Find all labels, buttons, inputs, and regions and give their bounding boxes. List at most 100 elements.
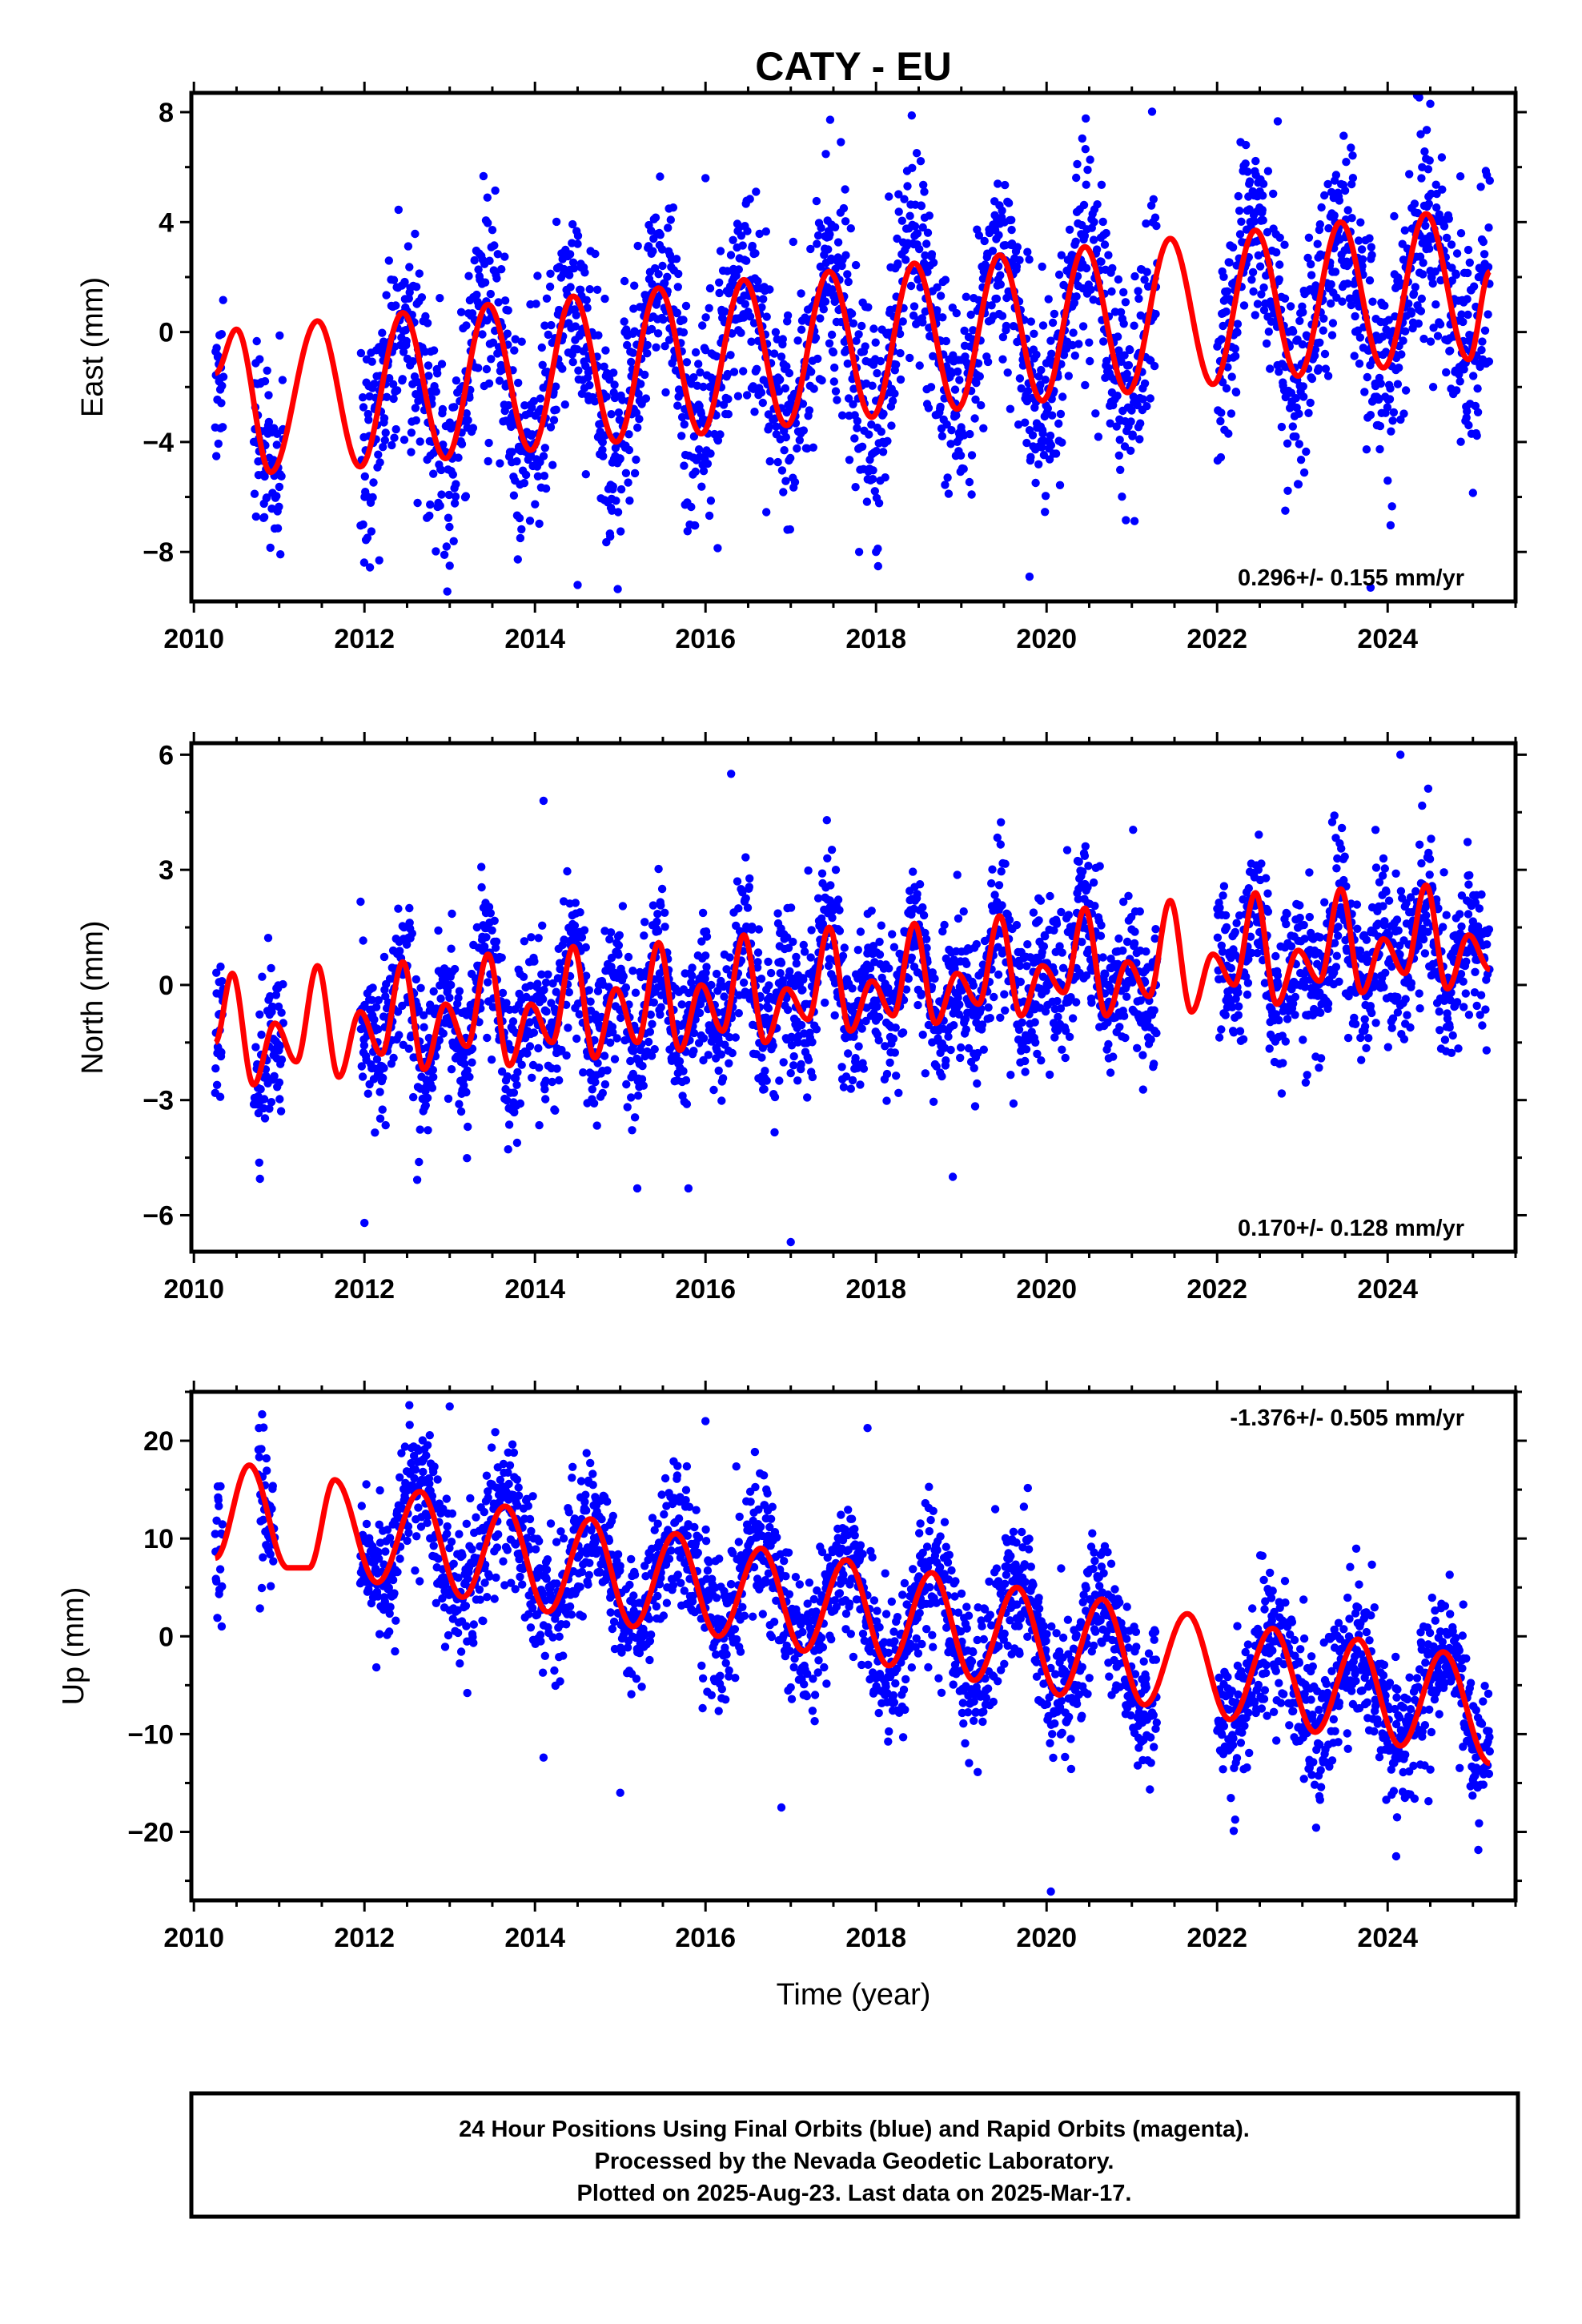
data-point xyxy=(798,400,808,408)
data-point xyxy=(558,364,567,373)
data-point xyxy=(992,294,1002,304)
data-point xyxy=(359,1041,369,1050)
data-point xyxy=(379,414,389,423)
data-point xyxy=(956,1043,966,1052)
data-point xyxy=(1113,392,1122,400)
data-point xyxy=(1045,1070,1054,1080)
data-point xyxy=(1022,1045,1031,1054)
data-point xyxy=(702,963,711,971)
data-point xyxy=(894,207,903,216)
data-point xyxy=(423,319,432,328)
data-point xyxy=(1327,331,1337,340)
data-point xyxy=(219,372,228,381)
data-point xyxy=(490,916,499,926)
data-point xyxy=(666,215,675,224)
data-point xyxy=(653,329,663,338)
data-point xyxy=(1432,203,1441,212)
data-point xyxy=(673,308,682,317)
data-point xyxy=(797,325,806,334)
data-point xyxy=(500,252,509,261)
data-point xyxy=(1130,271,1139,281)
data-point xyxy=(1431,300,1440,309)
data-point xyxy=(605,375,614,384)
data-point xyxy=(661,923,669,931)
data-point xyxy=(699,382,708,392)
data-point xyxy=(848,1076,857,1085)
data-point xyxy=(580,926,589,935)
data-point xyxy=(1383,476,1392,485)
data-point xyxy=(1280,240,1289,249)
data-point xyxy=(1405,170,1414,179)
data-point xyxy=(444,513,453,522)
data-point xyxy=(723,369,733,379)
data-point xyxy=(523,1049,532,1058)
data-point xyxy=(1343,279,1352,288)
data-point xyxy=(1281,506,1290,515)
data-point xyxy=(1065,225,1074,234)
data-point xyxy=(528,403,536,412)
data-point xyxy=(1039,942,1049,951)
data-point xyxy=(493,349,502,358)
data-point xyxy=(680,420,689,429)
data-point xyxy=(1367,251,1376,259)
data-point xyxy=(630,468,640,478)
data-point xyxy=(1089,235,1098,244)
data-point xyxy=(612,497,620,505)
data-point xyxy=(1039,451,1049,460)
data-point xyxy=(1024,387,1033,396)
data-point xyxy=(941,275,950,284)
data-point xyxy=(400,277,409,287)
data-point xyxy=(661,342,669,351)
data-point xyxy=(1054,270,1064,279)
data-point xyxy=(1275,233,1284,242)
data-point xyxy=(745,874,754,883)
data-point xyxy=(1021,418,1030,427)
data-point xyxy=(263,366,271,375)
data-point xyxy=(793,336,802,345)
data-point xyxy=(388,380,398,388)
data-point xyxy=(1142,267,1151,276)
data-point xyxy=(833,895,843,904)
data-point xyxy=(1231,352,1240,360)
data-point xyxy=(1130,517,1139,525)
data-point xyxy=(946,440,955,448)
data-point xyxy=(560,935,569,945)
data-point xyxy=(1215,1033,1224,1042)
data-point xyxy=(556,964,564,974)
data-point xyxy=(731,1033,740,1042)
data-point xyxy=(643,340,652,350)
data-point xyxy=(1456,437,1465,446)
data-point xyxy=(1387,502,1396,511)
data-point xyxy=(867,907,876,915)
x-tick-label: 2022 xyxy=(1186,624,1247,654)
data-point xyxy=(785,368,794,378)
data-point xyxy=(765,285,774,294)
data-point xyxy=(603,1066,612,1075)
data-point xyxy=(786,453,795,463)
data-point xyxy=(713,544,722,553)
data-point xyxy=(1217,335,1227,344)
data-point xyxy=(712,969,721,979)
data-point xyxy=(455,1100,464,1108)
data-point xyxy=(643,349,652,358)
data-point xyxy=(428,1065,437,1075)
data-point xyxy=(1038,262,1046,271)
data-point xyxy=(536,394,545,403)
data-point xyxy=(613,508,623,517)
data-point xyxy=(647,1051,656,1060)
data-point xyxy=(1460,365,1468,374)
data-point xyxy=(873,561,883,571)
data-point xyxy=(531,500,540,509)
data-point xyxy=(375,1088,384,1096)
data-point xyxy=(498,988,508,998)
data-point xyxy=(892,360,901,369)
data-point xyxy=(765,422,773,431)
data-point xyxy=(407,428,416,437)
data-point xyxy=(1108,263,1117,273)
data-point xyxy=(875,937,884,947)
data-point xyxy=(851,1054,860,1063)
data-point xyxy=(809,384,818,393)
data-point xyxy=(748,241,757,251)
data-point xyxy=(661,908,669,918)
data-point xyxy=(839,1083,849,1092)
